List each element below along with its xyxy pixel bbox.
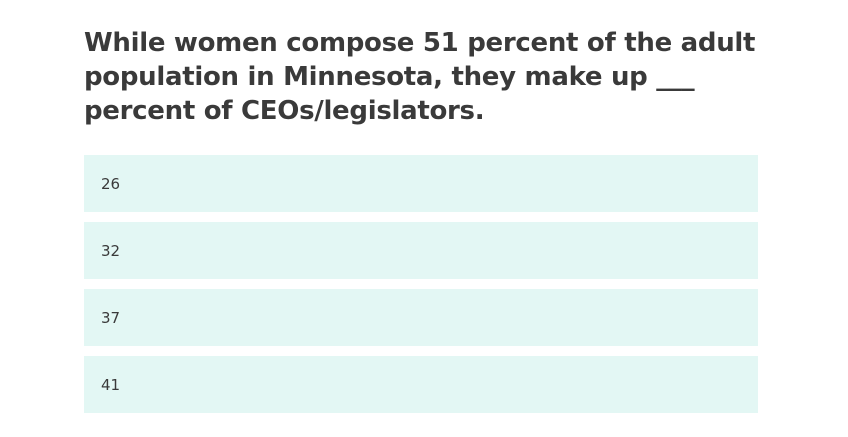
answer-option-2[interactable]: 32 [84,222,758,279]
answer-option-1[interactable]: 26 [84,155,758,212]
answer-option-3[interactable]: 37 [84,289,758,346]
answer-option-label: 26 [101,174,121,193]
answer-option-4[interactable]: 41 [84,356,758,413]
quiz-card: While women compose 51 percent of the ad… [84,26,758,413]
answer-options: 26 32 37 41 [84,155,758,423]
answer-option-label: 37 [101,308,121,327]
question-text: While women compose 51 percent of the ad… [84,28,756,126]
answer-option-label: 32 [101,241,121,260]
answer-option-label: 41 [101,375,121,394]
